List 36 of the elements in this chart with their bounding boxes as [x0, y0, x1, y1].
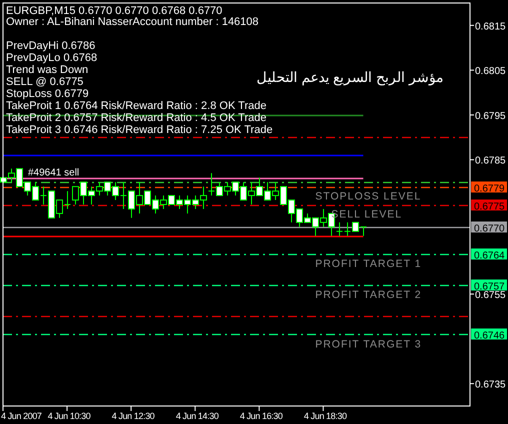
annotation: TakeProit 2 0.6757 Risk/Reward Ratio : 4.5 OK Trade [6, 112, 266, 124]
x-tick-label: 4 Jun 2007 [1, 411, 42, 421]
annotation: Owner : AL-Bihani NasserAccount number : 146108 [6, 16, 259, 28]
annotation: PROFIT TARGET 3 [315, 338, 422, 350]
ref-line-label: 0.6746 [474, 330, 506, 342]
ref-line-label: 0.6775 [474, 202, 506, 212]
y-tick-label: 0.6735 [475, 380, 506, 391]
ref-line-label: 0.6764 [474, 250, 506, 262]
annotation: PROFIT TARGET 1 [315, 258, 422, 270]
annotation: PrevDayLo 0.6768 [6, 52, 98, 64]
chart-title: EURGBP,M15 0.6770 0.6770 0.6768 0.6770 [6, 5, 222, 17]
annotation: Trend was Down [6, 64, 88, 76]
candlestick [336, 222, 343, 236]
x-tick-label: 4 Jun 14:30 [176, 411, 219, 421]
annotation: SELL LEVEL [331, 208, 402, 220]
y-tick-label: 0.6755 [475, 290, 506, 302]
annotation: #49641 sell [28, 168, 80, 179]
y-tick-label: 0.6785 [475, 156, 506, 167]
y-tick-label: 0.6815 [475, 21, 506, 32]
annotation: مؤشر الربح السريع يدعم التحليل [256, 69, 444, 86]
y-tick-label: 0.6805 [475, 66, 506, 78]
annotation: TakeProit 3 0.6746 Risk/Reward Ratio : 7.25 OK Trade [6, 124, 273, 136]
x-tick-label: 4 Jun 16:30 [240, 411, 283, 421]
annotation: SELL @ 0.6775 [6, 76, 84, 88]
annotation: StopLoss 0.6779 [6, 88, 89, 100]
ref-line-label: 0.6779 [474, 184, 506, 194]
annotation: PrevDayHi 0.6786 [6, 40, 96, 52]
annotation: PROFIT TARGET 2 [315, 289, 422, 302]
ref-line-label: 0.6757 [474, 282, 506, 292]
ref-line-label: 0.6770 [474, 224, 506, 234]
y-tick-label: 0.6795 [475, 110, 506, 122]
annotation: TakeProit 1 0.6764 Risk/Reward Ratio : 2.8 OK Trade [6, 100, 266, 112]
x-tick-label: 4 Jun 10:30 [48, 411, 91, 421]
x-tick-label: 4 Jun 18:30 [304, 411, 347, 421]
x-tick-label: 4 Jun 12:30 [112, 411, 155, 421]
annotation: STOPLOSS LEVEL [315, 190, 422, 203]
